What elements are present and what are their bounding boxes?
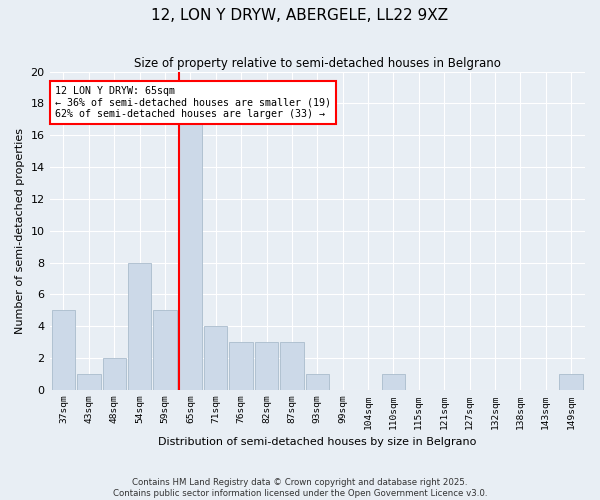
Bar bbox=[305, 374, 329, 390]
X-axis label: Distribution of semi-detached houses by size in Belgrano: Distribution of semi-detached houses by … bbox=[158, 438, 476, 448]
Bar bbox=[52, 310, 75, 390]
Bar bbox=[77, 374, 101, 390]
Bar bbox=[382, 374, 405, 390]
Bar bbox=[255, 342, 278, 390]
Title: Size of property relative to semi-detached houses in Belgrano: Size of property relative to semi-detach… bbox=[134, 58, 501, 70]
Text: 12, LON Y DRYW, ABERGELE, LL22 9XZ: 12, LON Y DRYW, ABERGELE, LL22 9XZ bbox=[151, 8, 449, 22]
Bar bbox=[154, 310, 176, 390]
Text: 12 LON Y DRYW: 65sqm
← 36% of semi-detached houses are smaller (19)
62% of semi-: 12 LON Y DRYW: 65sqm ← 36% of semi-detac… bbox=[55, 86, 331, 119]
Bar bbox=[103, 358, 126, 390]
Bar bbox=[559, 374, 583, 390]
Y-axis label: Number of semi-detached properties: Number of semi-detached properties bbox=[15, 128, 25, 334]
Bar bbox=[204, 326, 227, 390]
Bar bbox=[128, 262, 151, 390]
Bar bbox=[179, 120, 202, 390]
Bar bbox=[229, 342, 253, 390]
Bar bbox=[280, 342, 304, 390]
Text: Contains HM Land Registry data © Crown copyright and database right 2025.
Contai: Contains HM Land Registry data © Crown c… bbox=[113, 478, 487, 498]
